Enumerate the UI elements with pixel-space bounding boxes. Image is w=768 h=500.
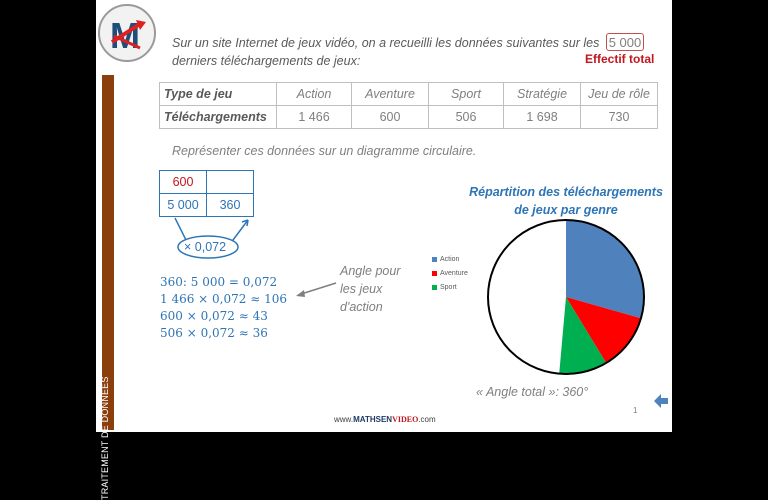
slide: M TRAITEMENT DE DONNÉES Sur un site Inte… <box>96 0 672 500</box>
table-cell: 1 698 <box>503 105 581 129</box>
table-header-cell: Action <box>276 82 352 106</box>
note-line: Angle pour <box>340 264 401 278</box>
section-label: TRAITEMENT DE DONNÉES <box>100 376 110 500</box>
total-angle-label: « Angle total »: 360° <box>476 385 589 399</box>
table-row: Type de jeu Action Aventure Sport Straté… <box>159 82 658 106</box>
total-count-box: 5 000 <box>606 33 644 51</box>
calc-line: 360: 5 000 = 0,072 <box>160 275 278 289</box>
legend-label: Aventure <box>440 269 468 277</box>
table-header-cell: Sport <box>428 82 504 106</box>
calc-line: 600 × 0,072 ≈ 43 <box>160 309 268 323</box>
page-number: 1 <box>633 406 638 415</box>
mathsenvideo-logo-icon: M <box>110 15 146 56</box>
footer-suffix: .com <box>418 415 436 424</box>
instruction-text: Représenter ces données sur un diagramme… <box>172 144 477 158</box>
multiplier-arrows-icon <box>174 217 249 259</box>
chart-title-line: de jeux par genre <box>514 203 618 217</box>
problem-statement: Sur un site Internet de jeux vidéo, on a… <box>172 34 652 70</box>
note-line: les jeux <box>340 282 383 296</box>
proportion-table: 600 5 000 360 <box>159 170 254 217</box>
table-cell: 1 466 <box>276 105 352 129</box>
downloads-table: Type de jeu Action Aventure Sport Straté… <box>159 82 658 129</box>
arrow-left-icon <box>654 394 668 408</box>
intro-line-2: derniers téléchargements de jeux: <box>172 54 361 68</box>
intro-line-1: Sur un site Internet de jeux vidéo, on a… <box>172 36 600 50</box>
table-row-label: Téléchargements <box>159 105 277 129</box>
annotation-note: Angle pour les jeux d'action <box>340 262 400 316</box>
calc-line: 506 × 0,072 ≈ 36 <box>160 326 268 340</box>
section-sidebar: TRAITEMENT DE DONNÉES <box>100 75 114 500</box>
legend-label: Action <box>440 255 460 263</box>
legend-label: Sport <box>440 283 457 291</box>
pie-slice-sport <box>559 297 607 374</box>
proportion-cell: 360 <box>206 193 254 217</box>
previous-slide-button[interactable] <box>653 393 669 414</box>
chart-title-line: Répartition des téléchargements <box>469 185 663 199</box>
note-line: d'action <box>340 300 383 314</box>
table-cell: 600 <box>351 105 429 129</box>
calculations: 360: 5 000 = 0,072 1 466 × 0,072 ≈ 106 6… <box>160 274 287 342</box>
pie-slice-action <box>566 220 644 319</box>
footer-brand-1: MATHSEN <box>353 415 393 424</box>
total-count-label: Effectif total <box>585 52 655 66</box>
chart-title: Répartition des téléchargements de jeux … <box>416 183 716 219</box>
table-row: 600 <box>159 170 254 194</box>
table-row: 5 000 360 <box>159 193 254 217</box>
proportion-cell: 5 000 <box>159 193 207 217</box>
footer-prefix: www. <box>334 415 354 424</box>
logo: M <box>98 4 156 62</box>
pie-chart <box>487 219 645 375</box>
proportion-cell <box>206 170 254 194</box>
table-header-cell: Aventure <box>351 82 429 106</box>
pie-slice-aventure <box>566 297 641 364</box>
table-cell: 506 <box>428 105 504 129</box>
table-header-cell: Jeu de rôle <box>580 82 658 106</box>
table-header-label: Type de jeu <box>159 82 277 106</box>
footer-brand-2: VIDEO <box>392 415 419 424</box>
table-header-cell: Stratégie <box>503 82 581 106</box>
website-footer: www.MATHSENVIDEO.com <box>334 415 436 424</box>
chart-legend: Action Aventure Sport <box>432 252 468 294</box>
legend-item-sport: Sport <box>432 280 468 294</box>
legend-item-aventure: Aventure <box>432 266 468 280</box>
table-row: Téléchargements 1 466 600 506 1 698 730 <box>159 105 658 129</box>
multiplier-label: × 0,072 <box>184 240 227 254</box>
pointer-arrow-icon <box>296 282 337 297</box>
legend-item-action: Action <box>432 252 468 266</box>
calc-line: 1 466 × 0,072 ≈ 106 <box>160 292 287 306</box>
proportion-cell: 600 <box>159 170 207 194</box>
table-cell: 730 <box>580 105 658 129</box>
